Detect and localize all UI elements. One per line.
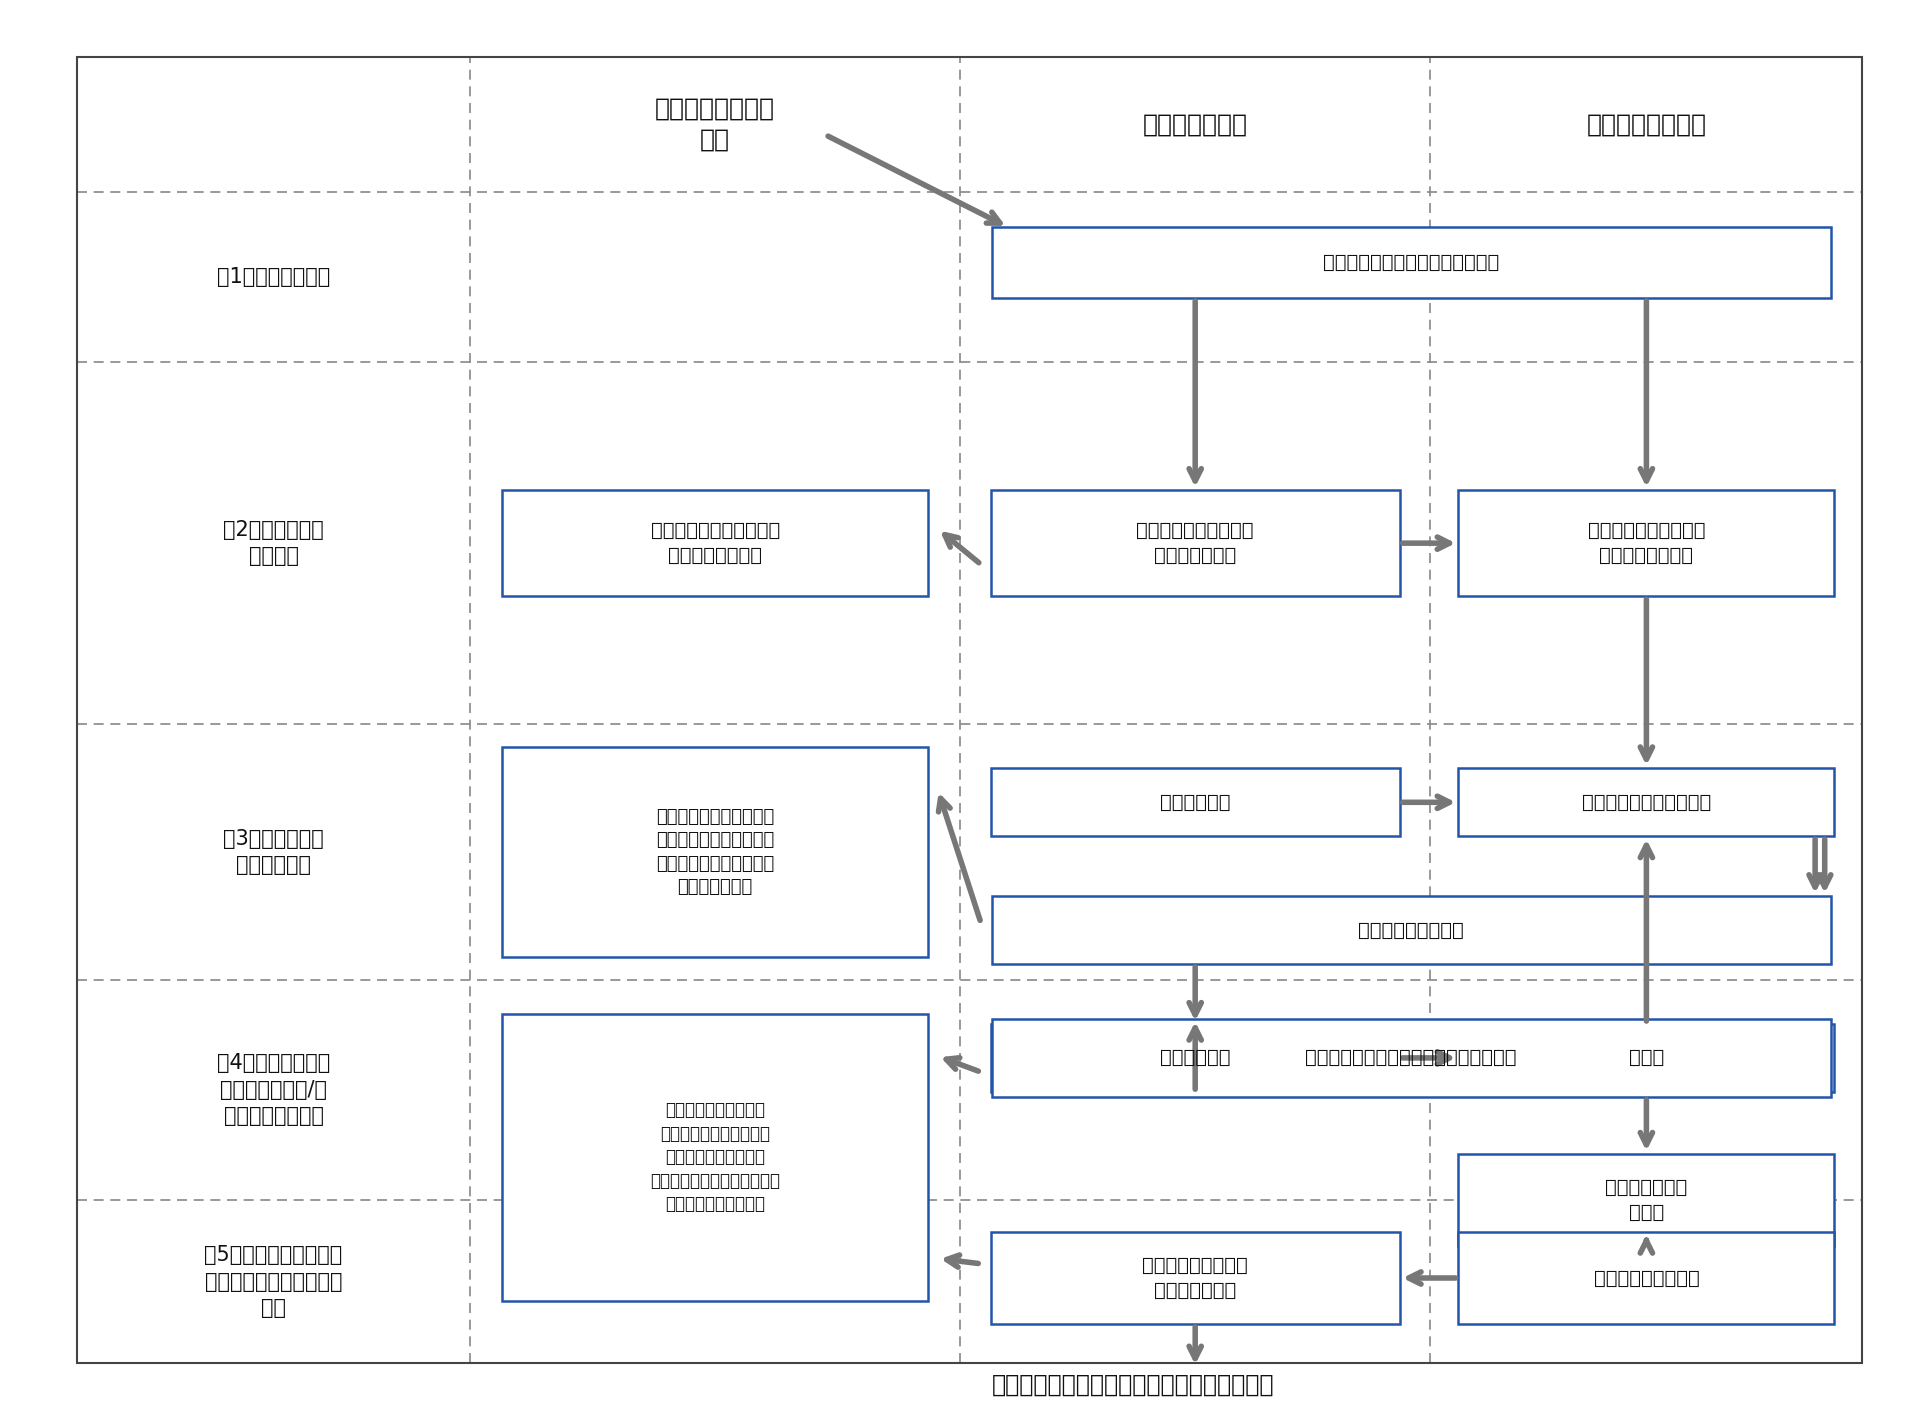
FancyBboxPatch shape xyxy=(991,768,1400,836)
Text: 目標像の内容、取り入れ
るべき対策、追加すべき
情報、わかりやすい表現
などを議論する: 目標像の内容、取り入れ るべき対策、追加すべき 情報、わかりやすい表現 などを議… xyxy=(657,808,774,896)
Text: 地域における事業等、
関連情報の提供: 地域における事業等、 関連情報の提供 xyxy=(1137,521,1254,565)
FancyBboxPatch shape xyxy=(503,747,927,957)
Text: （3）目標とする
将来像の描写: （3）目標とする 将来像の描写 xyxy=(223,829,324,875)
Text: 他分野への影響
の分析: 他分野への影響 の分析 xyxy=(1605,1179,1688,1221)
Text: 再計算: 再計算 xyxy=(1628,1048,1665,1068)
Text: （4）必要な施策・
事業とシナジー/ト
レードオフの分析: （4）必要な施策・ 事業とシナジー/ト レードオフの分析 xyxy=(217,1054,330,1126)
FancyBboxPatch shape xyxy=(1459,1024,1834,1092)
FancyBboxPatch shape xyxy=(991,490,1400,596)
Text: 具体的施策の内容と実
行可能性、配慮すべき関
連分野、中間目標、住
民等とのコミュニケーション
の方法などを議論する: 具体的施策の内容と実 行可能性、配慮すべき関 連分野、中間目標、住 民等とのコミ… xyxy=(651,1100,780,1214)
FancyBboxPatch shape xyxy=(1459,490,1834,596)
FancyBboxPatch shape xyxy=(991,1020,1832,1096)
FancyBboxPatch shape xyxy=(991,227,1832,298)
FancyBboxPatch shape xyxy=(991,1024,1400,1092)
Text: 修正点を検討: 修正点を検討 xyxy=(1160,1048,1231,1068)
Text: 脱炭素社会ビジョンの公表・フォローアップ: 脱炭素社会ビジョンの公表・フォローアップ xyxy=(991,1373,1275,1396)
FancyBboxPatch shape xyxy=(503,490,927,596)
Text: （2）対策候補の
情報整備: （2）対策候補の 情報整備 xyxy=(223,520,324,567)
Text: （5）ロードマップ作成
と主体毎のアクションの
整理: （5）ロードマップ作成 と主体毎のアクションの 整理 xyxy=(204,1245,344,1318)
FancyBboxPatch shape xyxy=(991,896,1832,964)
Text: 定性的な記述: 定性的な記述 xyxy=(1160,792,1231,812)
FancyBboxPatch shape xyxy=(1459,1231,1834,1323)
Text: 定量化の結果を議論: 定量化の結果を議論 xyxy=(1357,920,1465,940)
Text: 技術情報等を収集し、
データを整備する: 技術情報等を収集し、 データを整備する xyxy=(1588,521,1705,565)
Text: 目的・枠組・目標・留意
点などを議論する: 目的・枠組・目標・留意 点などを議論する xyxy=(651,521,780,565)
Text: タスクフォース: タスクフォース xyxy=(1142,112,1248,136)
Text: ステークホルダー
会合: ステークホルダー 会合 xyxy=(655,97,776,152)
Text: 共同で枠組みを議論し、設定する: 共同で枠組みを議論し、設定する xyxy=(1323,253,1500,273)
Text: （1）枠組みの設定: （1）枠組みの設定 xyxy=(217,267,330,287)
FancyBboxPatch shape xyxy=(1459,768,1834,836)
Text: 主体別の役割の整理
中間目標の設定: 主体別の役割の整理 中間目標の設定 xyxy=(1142,1257,1248,1299)
FancyBboxPatch shape xyxy=(991,1231,1400,1323)
Text: モデル分析チーム: モデル分析チーム xyxy=(1586,112,1707,136)
FancyBboxPatch shape xyxy=(1459,1153,1834,1247)
Text: モデル計算による定量化: モデル計算による定量化 xyxy=(1582,792,1711,812)
Text: ロードマップの作成: ロードマップの作成 xyxy=(1594,1268,1699,1288)
Text: 対策の分野への分類、施策・事業の提案: 対策の分野への分類、施策・事業の提案 xyxy=(1306,1048,1517,1068)
FancyBboxPatch shape xyxy=(503,1014,927,1301)
